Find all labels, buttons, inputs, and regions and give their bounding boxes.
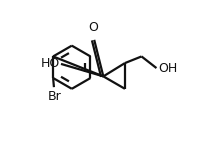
Text: OH: OH <box>158 62 177 75</box>
Text: HO: HO <box>41 57 60 70</box>
Text: O: O <box>88 21 98 34</box>
Text: Br: Br <box>47 90 61 103</box>
